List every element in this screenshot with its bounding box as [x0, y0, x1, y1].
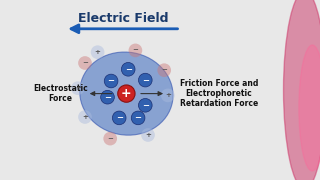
- Text: −: −: [142, 76, 149, 85]
- Text: +: +: [121, 87, 132, 100]
- Circle shape: [78, 110, 92, 124]
- Circle shape: [284, 0, 320, 180]
- Text: −: −: [116, 113, 123, 122]
- Text: −: −: [104, 93, 111, 102]
- Text: −: −: [132, 47, 138, 53]
- Text: −: −: [82, 60, 88, 66]
- Text: −: −: [125, 65, 132, 74]
- Circle shape: [157, 63, 171, 77]
- Ellipse shape: [80, 52, 173, 135]
- Text: +: +: [82, 114, 88, 120]
- Circle shape: [103, 132, 117, 145]
- Circle shape: [104, 74, 118, 88]
- Circle shape: [78, 56, 92, 70]
- Text: +: +: [165, 92, 171, 98]
- Circle shape: [131, 111, 145, 125]
- Text: −: −: [108, 76, 115, 86]
- Text: −: −: [161, 67, 167, 73]
- Circle shape: [112, 111, 126, 125]
- Text: +: +: [145, 132, 151, 138]
- Text: +: +: [75, 85, 81, 91]
- Circle shape: [121, 62, 135, 76]
- Circle shape: [118, 85, 135, 102]
- Circle shape: [139, 98, 152, 112]
- Text: Electric Field: Electric Field: [77, 12, 168, 24]
- Text: −: −: [135, 113, 141, 122]
- Text: Electrostatic
Force: Electrostatic Force: [33, 84, 88, 103]
- Text: −: −: [107, 136, 113, 142]
- Text: Friction Force and
Electrophoretic
Retardation Force: Friction Force and Electrophoretic Retar…: [180, 79, 258, 109]
- Circle shape: [141, 128, 155, 142]
- Circle shape: [139, 73, 152, 87]
- Text: −: −: [142, 101, 149, 110]
- Circle shape: [161, 89, 175, 102]
- Circle shape: [299, 45, 320, 171]
- Circle shape: [91, 45, 104, 59]
- Text: +: +: [95, 49, 100, 55]
- Circle shape: [71, 81, 84, 95]
- Circle shape: [129, 44, 142, 57]
- Circle shape: [101, 90, 114, 104]
